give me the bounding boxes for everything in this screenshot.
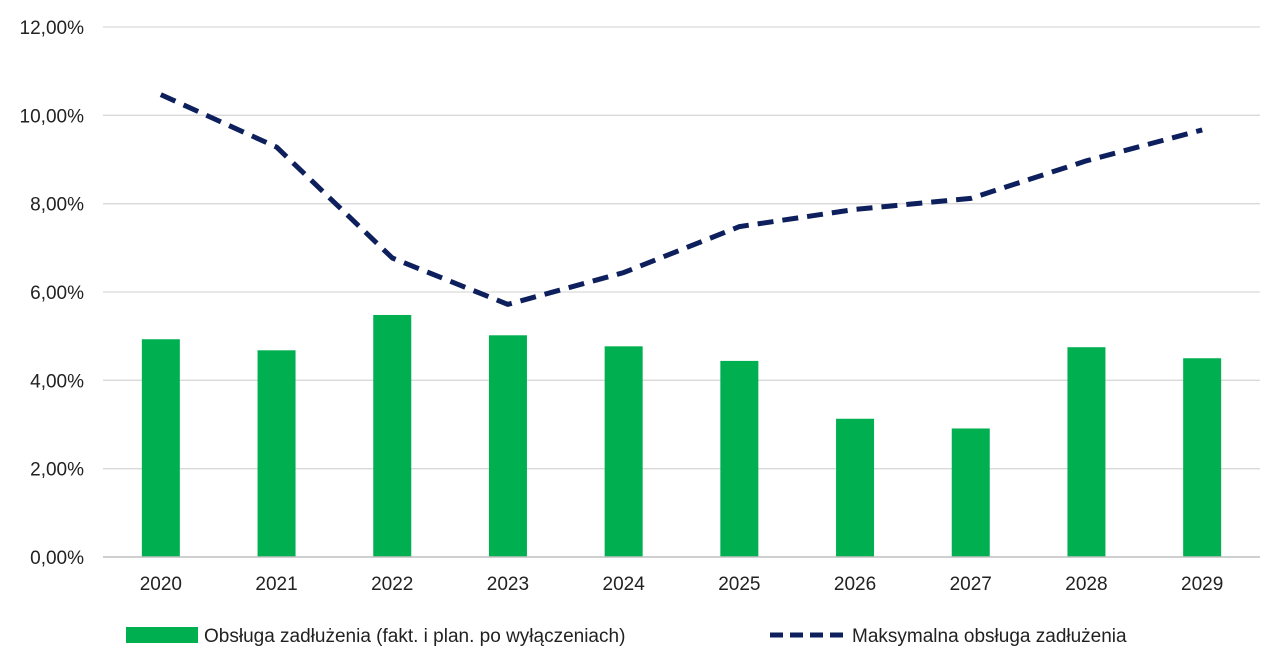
bar bbox=[951, 428, 990, 557]
bar bbox=[1067, 347, 1106, 557]
bar bbox=[373, 314, 412, 557]
line-series-maksymalna bbox=[159, 92, 1203, 307]
bar-series bbox=[141, 314, 1222, 557]
bar bbox=[257, 350, 296, 557]
bar bbox=[836, 418, 875, 557]
y-tick-label: 0,00% bbox=[30, 548, 84, 569]
bar bbox=[488, 335, 527, 557]
bar bbox=[1183, 358, 1222, 557]
x-tick-label: 2023 bbox=[487, 574, 529, 595]
x-tick-label: 2022 bbox=[371, 574, 413, 595]
x-tick-label: 2021 bbox=[255, 574, 297, 595]
x-tick-label: 2025 bbox=[718, 574, 760, 595]
y-tick-label: 2,00% bbox=[30, 460, 84, 481]
x-tick-label: 2028 bbox=[1065, 574, 1107, 595]
bar bbox=[604, 346, 643, 557]
gridlines bbox=[103, 26, 1260, 470]
bar bbox=[141, 339, 180, 557]
x-tick-label: 2027 bbox=[950, 574, 992, 595]
x-axis-tick-labels: 2020 2021 2022 2023 2024 2025 2026 2027 2028 2029 bbox=[140, 574, 1224, 595]
y-tick-label: 10,00% bbox=[20, 106, 85, 127]
x-tick-label: 2020 bbox=[140, 574, 182, 595]
x-tick-label: 2029 bbox=[1181, 574, 1223, 595]
legend-swatch-bar bbox=[126, 627, 198, 643]
y-axis-tick-labels: 0,00% 2,00% 4,00% 6,00% 8,00% 10,00% 12,00% bbox=[20, 18, 85, 569]
x-tick-label: 2026 bbox=[834, 574, 876, 595]
y-tick-label: 6,00% bbox=[30, 283, 84, 304]
y-tick-label: 12,00% bbox=[20, 18, 85, 39]
y-tick-label: 4,00% bbox=[30, 371, 84, 392]
x-tick-label: 2024 bbox=[603, 574, 646, 595]
legend-label-bar: Obsługa zadłużenia (fakt. i plan. po wył… bbox=[204, 626, 625, 646]
legend: Obsługa zadłużenia (fakt. i plan. po wył… bbox=[126, 626, 1127, 646]
bar bbox=[720, 360, 759, 557]
legend-label-line: Maksymalna obsługa zadłużenia bbox=[852, 626, 1127, 646]
y-tick-label: 8,00% bbox=[30, 195, 84, 216]
